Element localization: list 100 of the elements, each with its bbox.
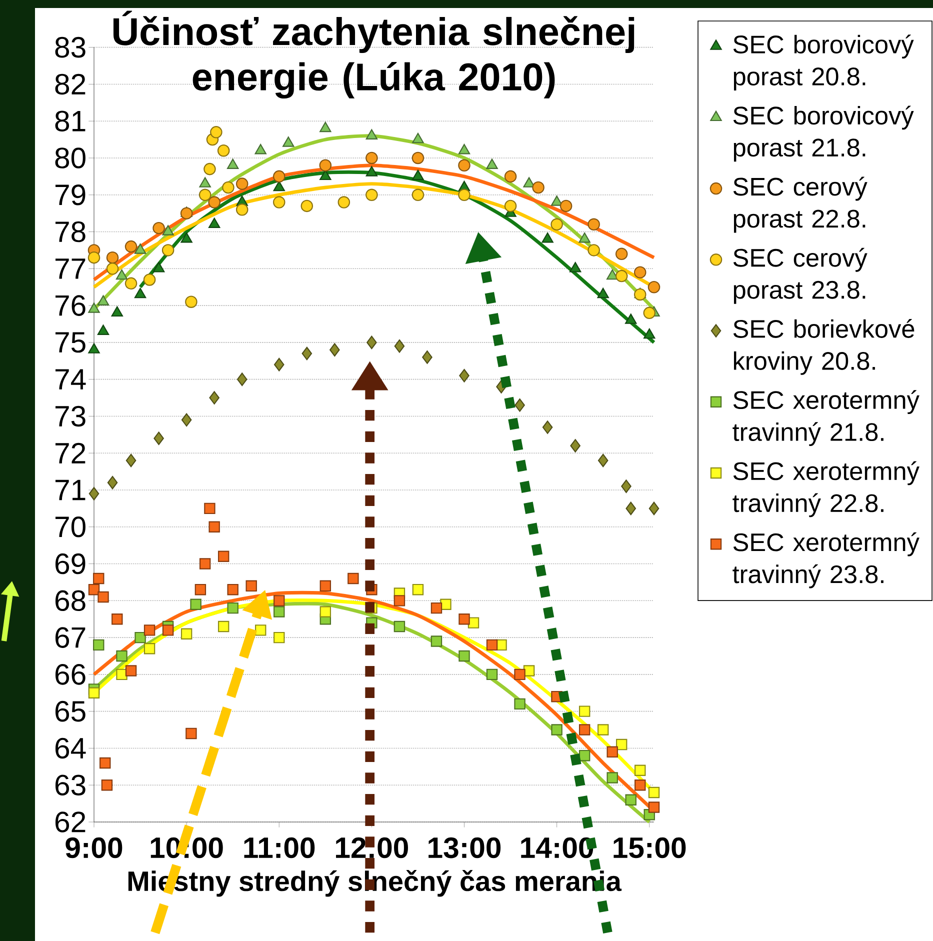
point	[134, 632, 146, 644]
point	[97, 324, 110, 335]
point	[186, 728, 197, 740]
point	[300, 200, 314, 212]
point	[181, 413, 192, 427]
point	[412, 584, 424, 596]
point	[366, 152, 378, 164]
point	[124, 277, 138, 290]
point	[504, 170, 517, 183]
point	[199, 177, 211, 188]
point	[124, 240, 138, 253]
point	[143, 274, 156, 286]
point	[440, 598, 452, 610]
point	[458, 144, 470, 154]
y-tick-label: 73	[56, 406, 86, 427]
point	[272, 196, 286, 208]
y-tick-label: 62	[55, 812, 86, 832]
x-tick-label: 11:00	[244, 837, 315, 858]
point	[107, 476, 118, 490]
point	[190, 598, 202, 610]
point	[542, 420, 553, 434]
y-tick-label: 82	[55, 74, 86, 95]
point	[366, 129, 378, 140]
point	[111, 306, 123, 317]
point	[144, 643, 156, 654]
y-tick-label: 70	[56, 516, 86, 538]
chart-title: Účinosť zachytenia slnečnej energie (Lúka 2010)	[113, 10, 634, 98]
point	[152, 262, 165, 272]
legend-label: SEC cerový porast 22.8.	[733, 176, 868, 233]
point	[412, 188, 424, 202]
point	[273, 180, 285, 192]
point	[458, 650, 470, 662]
point	[236, 204, 248, 216]
legend-label: SEC xerotermný travinný 21.8.	[732, 390, 920, 446]
point	[144, 624, 156, 636]
point	[412, 132, 424, 144]
point	[588, 218, 600, 231]
point	[180, 232, 192, 243]
y-tick-label: 83	[55, 36, 86, 58]
point	[569, 262, 582, 272]
point	[100, 757, 111, 769]
point	[597, 288, 609, 298]
point	[180, 207, 193, 220]
point	[458, 188, 470, 202]
point	[394, 339, 405, 353]
y-tick-label: 75	[56, 332, 86, 353]
point	[98, 591, 109, 603]
point	[185, 296, 198, 308]
point	[208, 218, 220, 228]
point	[198, 188, 212, 202]
point	[106, 251, 119, 264]
point	[93, 572, 104, 584]
point	[226, 158, 239, 169]
y-tick-label: 67	[55, 627, 86, 648]
point	[550, 218, 563, 231]
point	[330, 343, 340, 356]
point	[486, 668, 498, 680]
point	[274, 595, 285, 606]
point	[282, 136, 294, 147]
point	[255, 624, 266, 636]
x-tick-label: 15:00	[614, 837, 686, 858]
point	[625, 314, 637, 324]
legend-label: SEC xerotermný travinný 22.8.	[732, 461, 920, 518]
point	[204, 502, 216, 514]
point	[394, 595, 406, 606]
y-tick-label: 69	[55, 553, 86, 574]
point	[606, 772, 618, 784]
point	[430, 636, 442, 647]
point	[615, 248, 628, 260]
point	[272, 170, 286, 183]
point	[320, 122, 332, 132]
point	[154, 432, 164, 446]
point	[532, 181, 544, 194]
y-tick-label: 71	[56, 480, 86, 500]
point	[578, 750, 590, 762]
point	[394, 620, 406, 632]
point	[274, 358, 284, 372]
point	[560, 200, 572, 212]
point	[648, 280, 660, 294]
point	[648, 802, 660, 813]
point	[246, 580, 257, 592]
y-tick-label: 72	[56, 442, 86, 464]
point	[116, 650, 128, 662]
point	[134, 244, 146, 254]
y-tick-label: 80	[55, 148, 86, 168]
point	[348, 572, 359, 584]
point	[302, 346, 312, 360]
point	[634, 780, 646, 791]
legend-label: SEC borievkové kroviny 20.8.	[733, 319, 914, 375]
point	[112, 614, 123, 625]
point	[634, 764, 646, 776]
point	[458, 614, 470, 625]
point	[236, 178, 248, 190]
point	[514, 668, 526, 680]
point	[88, 251, 100, 264]
point	[626, 502, 636, 516]
point	[116, 269, 128, 280]
point	[218, 620, 230, 632]
point	[598, 454, 608, 468]
point	[134, 288, 146, 298]
